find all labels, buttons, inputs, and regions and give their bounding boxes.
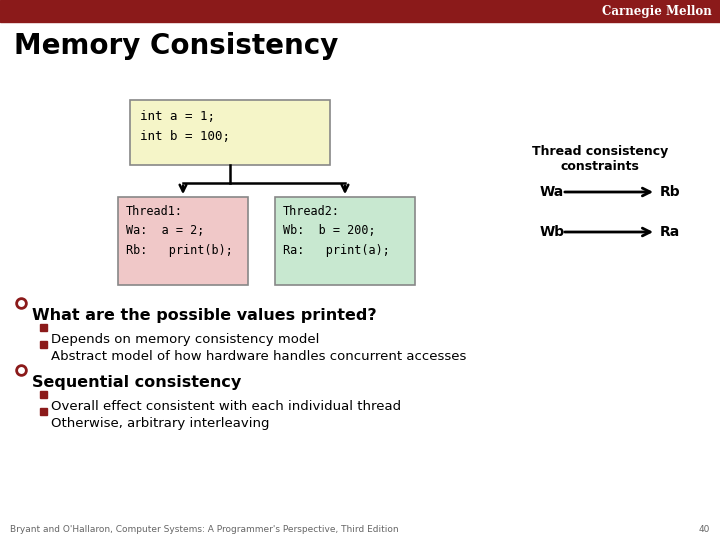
Text: Wb: Wb [540,225,565,239]
Bar [40,391,47,398]
Text: Rb: Rb [660,185,680,199]
Bar [40,408,47,415]
Text: int a = 1;
int b = 100;: int a = 1; int b = 100; [140,110,230,143]
FancyBboxPatch shape [130,100,330,165]
Text: Carnegie Mellon: Carnegie Mellon [602,4,712,17]
Text: Abstract model of how hardware handles concurrent accesses: Abstract model of how hardware handles c… [51,350,467,363]
Text: Memory Consistency: Memory Consistency [14,32,338,60]
Bar [40,324,47,331]
Text: Depends on memory consistency model: Depends on memory consistency model [51,333,320,346]
Text: Bryant and O'Hallaron, Computer Systems: A Programmer's Perspective, Third Editi: Bryant and O'Hallaron, Computer Systems:… [10,525,399,534]
Text: Overall effect consistent with each individual thread: Overall effect consistent with each indi… [51,400,401,413]
Text: Thread consistency
constraints: Thread consistency constraints [532,145,668,173]
Bar [0,0,720,22]
Text: Otherwise, arbitrary interleaving: Otherwise, arbitrary interleaving [51,417,269,430]
Text: Thread2:
Wb:  b = 200;
Ra:   print(a);: Thread2: Wb: b = 200; Ra: print(a); [283,205,390,257]
Bar [40,341,47,348]
Text: Thread1:
Wa:  a = 2;
Rb:   print(b);: Thread1: Wa: a = 2; Rb: print(b); [126,205,233,257]
Text: What are the possible values printed?: What are the possible values printed? [32,308,377,323]
FancyBboxPatch shape [275,197,415,285]
Text: Sequential consistency: Sequential consistency [32,375,241,390]
Text: Ra: Ra [660,225,680,239]
Text: Wa: Wa [540,185,564,199]
FancyBboxPatch shape [118,197,248,285]
Text: 40: 40 [698,525,710,534]
